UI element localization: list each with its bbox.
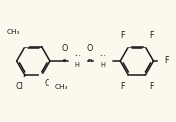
Text: F: F [120,31,124,40]
Text: O: O [61,44,68,53]
Text: O: O [45,79,51,88]
Text: CH₃: CH₃ [55,84,68,90]
Text: O: O [87,44,93,53]
Text: CH₃: CH₃ [7,29,20,35]
Text: N: N [74,55,80,64]
Text: F: F [149,82,154,91]
Text: F: F [120,82,124,91]
Text: Cl: Cl [16,82,24,91]
Text: H: H [75,62,80,68]
Text: H: H [100,62,105,68]
Text: F: F [164,56,168,66]
Text: F: F [149,31,154,40]
Text: O: O [16,32,23,41]
Text: N: N [100,55,106,64]
